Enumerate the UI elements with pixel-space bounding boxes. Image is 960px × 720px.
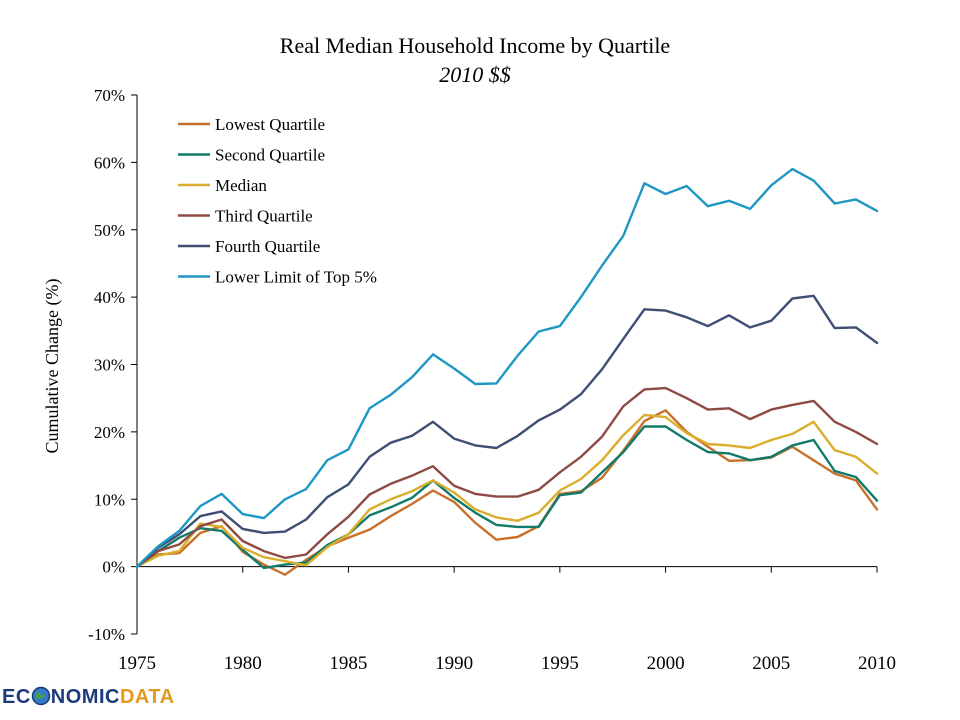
x-tick-label: 1990 [435, 653, 473, 674]
legend-label-fourth-quartile: Fourth Quartile [215, 237, 320, 256]
x-tick-label: 1980 [224, 653, 262, 674]
legend: Lowest Quartile Second Quartile Median Thir… [178, 115, 377, 287]
chart-subtitle: 2010 $$ [439, 62, 511, 87]
y-axis-label: Cumulative Change (%) [42, 279, 63, 454]
globe-icon [31, 686, 51, 706]
x-tick-label: 1975 [118, 653, 156, 674]
series-line-fourth-quartile [135, 294, 879, 568]
x-tick-label: 2010 [858, 653, 896, 674]
legend-label-lower-limit-of-top-5: Lower Limit of Top 5% [215, 268, 377, 287]
chart-title: Real Median Household Income by Quartile [280, 33, 670, 58]
economicdata-logo: EC NOMICDATA [2, 686, 182, 716]
legend-label-median: Median [215, 176, 267, 195]
x-tick-label: 2005 [752, 653, 790, 674]
y-tick-label: 40% [94, 288, 125, 307]
series-line-lower-limit-of-top-5 [135, 167, 879, 568]
y-tick-labels: -10% 0% 10% 20% 30% 40% 50% 60% 70% [88, 86, 125, 644]
y-tick-label: 60% [94, 153, 125, 172]
logo-text-nomic: NOMIC [50, 686, 120, 708]
legend-label-second-quartile: Second Quartile [215, 146, 325, 165]
logo-text-data: DATA [119, 686, 175, 708]
series-line-median [135, 413, 879, 568]
legend-label-lowest-quartile: Lowest Quartile [215, 115, 325, 134]
y-tick-label: 50% [94, 221, 125, 240]
y-tick-label: 0% [102, 558, 125, 577]
series-lines [135, 167, 879, 576]
y-tick-label: 20% [94, 423, 125, 442]
logo-text: EC NOMICDATA [2, 686, 175, 709]
y-tick-label: 70% [94, 86, 125, 105]
y-tick-label: 10% [94, 490, 125, 509]
x-tick-label: 1985 [329, 653, 367, 674]
x-tick-label: 2000 [647, 653, 685, 674]
x-tick-labels: 1975 1980 1985 1990 1995 2000 2005 2010 [118, 653, 896, 674]
legend-label-third-quartile: Third Quartile [215, 207, 313, 226]
series-line-second-quartile [135, 425, 879, 570]
logo-text-ec: EC [2, 686, 31, 708]
line-chart: Real Median Household Income by Quartile… [42, 33, 896, 674]
y-tick-label: -10% [88, 625, 125, 644]
y-tick-label: 30% [94, 356, 125, 375]
x-tick-label: 1995 [541, 653, 579, 674]
series-line-third-quartile [135, 386, 879, 568]
